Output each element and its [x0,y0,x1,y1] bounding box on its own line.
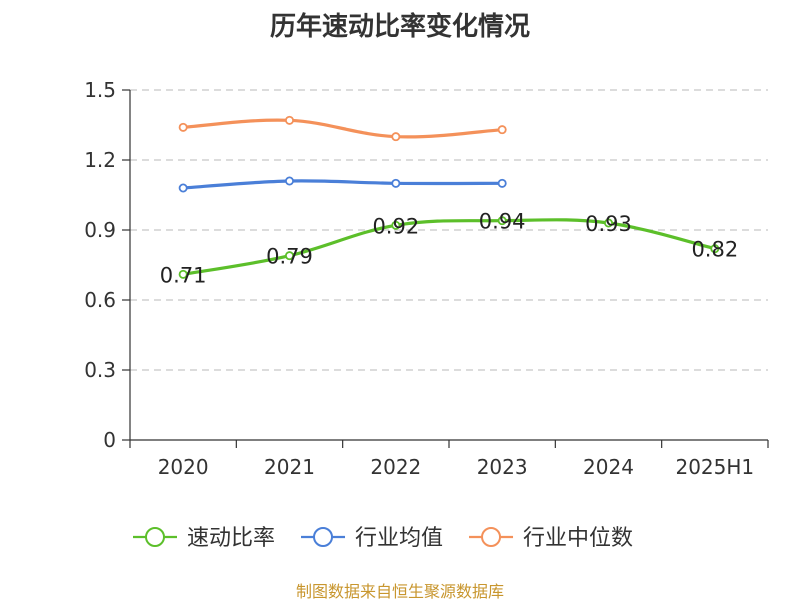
data-point [178,122,188,132]
y-tick-label: 0.6 [84,288,116,312]
data-point [284,115,294,125]
legend-marker [145,527,165,547]
legend-marker [481,527,502,547]
data-label: 0.71 [160,263,207,287]
x-tick-label: 2020 [158,455,209,479]
data-point [178,183,188,193]
series-line-2 [181,118,504,139]
data-point [497,178,507,188]
y-tick-label: 0.9 [84,218,116,242]
data-point [391,220,401,230]
series-line-0 [181,218,717,276]
chart-title: 历年速动比率变化情况 [269,12,530,42]
data-point [178,269,188,279]
data-point [604,218,614,228]
y-tick-label: 1.2 [84,148,116,172]
legend-label: 行业中位数 [523,526,633,551]
legend-label: 行业均值 [355,526,443,551]
x-tick-label: 2022 [370,455,421,479]
data-label: 0.92 [372,214,419,238]
x-tick-label: 2025H1 [675,455,754,479]
data-point [710,244,720,254]
data-label: 0.93 [585,212,632,236]
data-point [497,216,507,226]
legend-label: 速动比率 [187,526,275,551]
data-label: 0.79 [266,245,313,269]
data-point [284,251,294,261]
data-label: 0.82 [691,238,738,262]
data-point [391,178,401,188]
y-tick-label: 0 [103,428,116,452]
x-tick-label: 2023 [477,455,528,479]
data-point [391,132,401,142]
data-point [497,125,507,135]
series-line-1 [181,179,504,190]
y-tick-label: 0.3 [84,358,116,382]
data-point [284,176,294,186]
x-tick-label: 2024 [583,455,634,479]
x-tick-label: 2021 [264,455,315,479]
legend-marker [313,527,334,547]
data-label: 0.94 [479,210,526,234]
y-tick-label: 1.5 [84,78,116,102]
source-note: 制图数据来自恒生聚源数据库 [295,582,504,601]
